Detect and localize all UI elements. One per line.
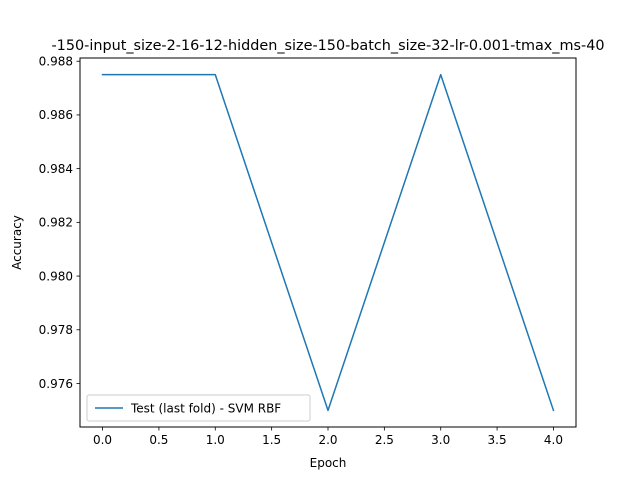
axes-frame [79,57,577,428]
x-tick-label: 0.0 [93,433,112,447]
x-tick-label: 2.0 [318,433,337,447]
y-tick-label: 0.982 [39,216,73,230]
x-tick-label: 4.0 [544,433,563,447]
y-tick-label: 0.976 [39,377,73,391]
y-tick-label: 0.986 [39,108,73,122]
x-tick-label: 0.5 [149,433,168,447]
y-tick-label: 0.988 [39,55,73,69]
x-tick-label: 2.5 [375,433,394,447]
x-axis: 0.0 0.5 1.0 1.5 2.0 2.5 3.0 3.5 4.0 [93,427,563,447]
x-tick-label: 3.0 [431,433,450,447]
y-axis-label: Accuracy [10,215,24,270]
legend-box [86,394,311,422]
x-tick-label: 1.5 [262,433,281,447]
chart-title: -150-input_size-2-16-12-hidden_size-150-… [51,38,604,54]
y-axis: 0.976 0.978 0.980 0.982 0.984 0.986 0.988 [39,55,80,391]
plot-area [80,58,576,427]
legend: Test (last fold) - SVM RBF [86,394,311,422]
x-axis-label: Epoch [310,456,347,470]
series-line-0 [101,73,555,412]
x-tick-label: 3.5 [488,433,507,447]
y-tick-label: 0.984 [39,162,73,176]
x-tick-label: 1.0 [206,433,225,447]
series-layer [101,73,555,412]
y-tick-label: 0.978 [39,323,73,337]
legend-label: Test (last fold) - SVM RBF [130,402,281,416]
y-tick-label: 0.980 [39,269,73,283]
